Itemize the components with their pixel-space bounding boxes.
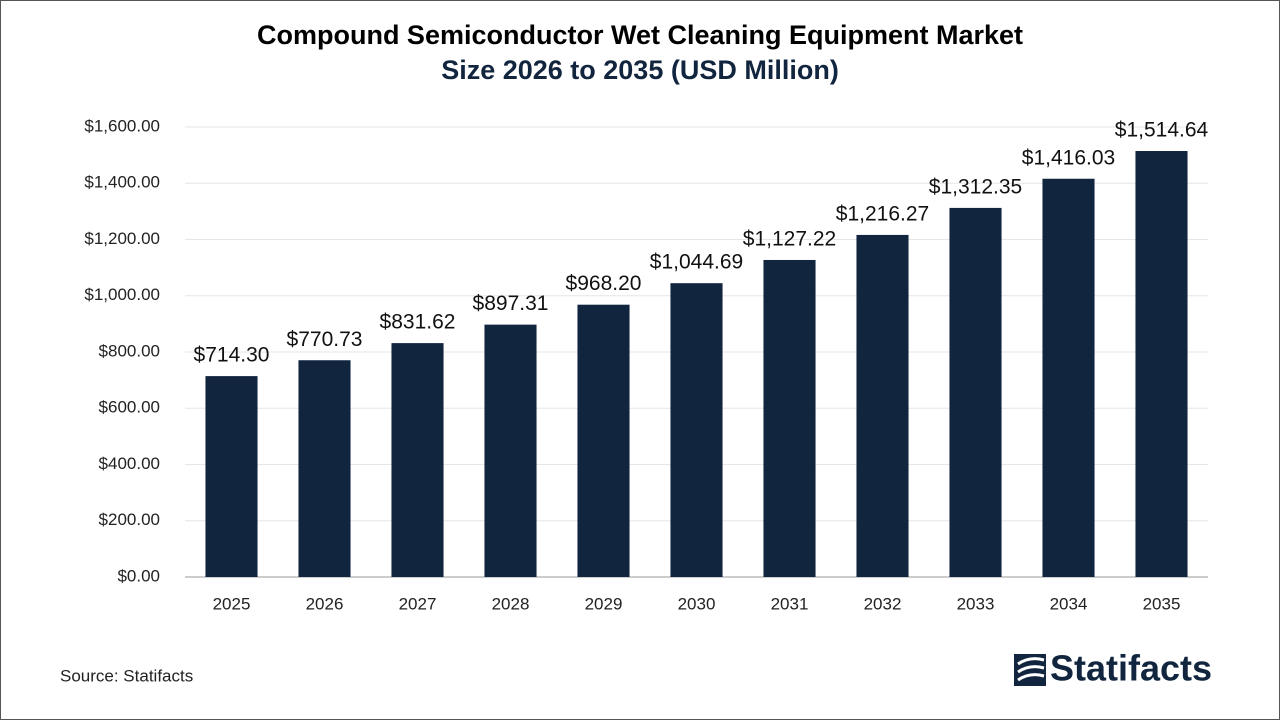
bar <box>298 360 351 577</box>
x-tick-label: 2031 <box>771 594 809 613</box>
x-tick-label: 2029 <box>585 594 623 613</box>
logo-stripes <box>1017 657 1045 682</box>
value-label: $1,127.22 <box>743 228 836 251</box>
bar <box>391 343 444 577</box>
y-tick-label: $1,400.00 <box>84 173 160 192</box>
value-label: $714.30 <box>194 344 270 367</box>
x-tick-label: 2032 <box>864 594 902 613</box>
x-tick-label: 2034 <box>1050 594 1088 613</box>
x-tick-label: 2033 <box>957 594 995 613</box>
source: Source: Statifacts <box>60 666 193 685</box>
y-tick-label: $1,000.00 <box>84 285 160 304</box>
bar <box>1135 151 1188 577</box>
y-tick-label: $0.00 <box>117 566 160 585</box>
x-tick-label: 2030 <box>678 594 716 613</box>
value-label: $1,216.27 <box>836 202 929 225</box>
chart-subtitle: Size 2026 to 2035 (USD Million) <box>441 55 839 85</box>
chart-title: Compound Semiconductor Wet Cleaning Equi… <box>257 20 1023 50</box>
bar <box>670 283 723 577</box>
x-tick-label: 2028 <box>492 594 530 613</box>
value-label: $968.20 <box>566 272 642 295</box>
value-label: $897.31 <box>473 292 549 315</box>
x-tick-label: 2025 <box>213 594 251 613</box>
x-tick-label: 2027 <box>399 594 437 613</box>
bar <box>856 234 909 577</box>
bar <box>205 376 258 577</box>
y-tick-label: $200.00 <box>99 510 160 529</box>
value-label: $1,312.35 <box>929 175 1022 198</box>
value-label: $1,416.03 <box>1022 146 1115 169</box>
brand-logo: Statifacts <box>1014 648 1212 689</box>
x-tick-label: 2035 <box>1143 594 1181 613</box>
brand-name: Statifacts <box>1050 648 1212 689</box>
value-label: $831.62 <box>380 311 456 334</box>
value-label: $1,514.64 <box>1115 119 1209 142</box>
y-tick-label: $1,200.00 <box>84 229 160 248</box>
bar <box>763 259 816 577</box>
bar <box>577 304 630 577</box>
y-tick-label: $800.00 <box>99 341 160 360</box>
bar <box>484 324 537 577</box>
bar <box>949 207 1002 578</box>
y-tick-label: $1,600.00 <box>84 116 160 135</box>
x-tick-label: 2026 <box>306 594 344 613</box>
y-tick-label: $600.00 <box>99 398 160 417</box>
value-label: $1,044.69 <box>650 251 743 274</box>
bar <box>1042 178 1095 577</box>
value-label: $770.73 <box>287 328 363 351</box>
y-tick-label: $400.00 <box>99 454 160 473</box>
